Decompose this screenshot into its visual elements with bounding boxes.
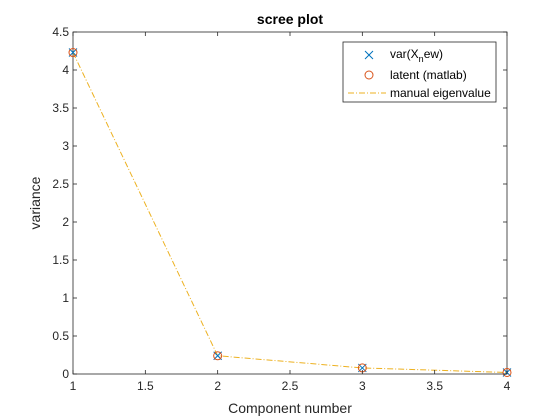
legend-entry-var-xnew: var(Xnew) xyxy=(364,47,443,64)
y-tick-label: 2 xyxy=(62,215,69,229)
x-tick-label: 2.5 xyxy=(282,379,299,393)
x-tick-label: 4 xyxy=(504,379,511,393)
legend-label-var-xnew: var(Xnew) xyxy=(390,47,443,64)
legend-label-latent: latent (matlab) xyxy=(390,68,467,82)
legend-entry-latent: latent (matlab) xyxy=(364,68,467,82)
y-tick-label: 0 xyxy=(62,367,69,381)
legend-o-marker-icon xyxy=(364,70,374,80)
y-tick-label: 3 xyxy=(62,139,69,153)
y-tick-label: 0.5 xyxy=(52,329,69,343)
legend-box xyxy=(342,41,497,103)
y-tick-label: 1 xyxy=(62,291,69,305)
legend-label-manual-eigenvalue: manual eigenvalue xyxy=(390,86,491,100)
data-point-latent xyxy=(68,48,78,58)
x-tick-label: 1 xyxy=(70,379,77,393)
x-tick-label: 2 xyxy=(214,379,221,393)
legend: var(Xnew) latent (matlab) manual eigenva… xyxy=(342,41,497,103)
x-axis-label: Component number xyxy=(228,400,352,416)
x-tick-label: 1.5 xyxy=(137,379,154,393)
y-tick-label: 3.5 xyxy=(52,101,69,115)
y-tick-label: 2.5 xyxy=(52,177,69,191)
x-tick-label: 3.5 xyxy=(426,379,443,393)
y-tick-label: 4 xyxy=(62,63,69,77)
y-tick-label: 1.5 xyxy=(52,253,69,267)
x-tick-label: 3 xyxy=(359,379,366,393)
ticks-layer: 1 1.5 2 2.5 3 3.5 4 0 0.5 1 1.5 2 2.5 3 3.5 4 4.5 xyxy=(52,25,510,393)
y-tick-label: 4.5 xyxy=(52,25,69,39)
legend-x-marker-icon xyxy=(364,50,374,60)
legend-entry-manual-eigenvalue: manual eigenvalue xyxy=(348,86,491,100)
data-point-latent xyxy=(213,351,223,361)
data-point-latent xyxy=(502,367,512,377)
chart-title: scree plot xyxy=(257,11,323,27)
y-axis-label: variance xyxy=(27,176,43,229)
